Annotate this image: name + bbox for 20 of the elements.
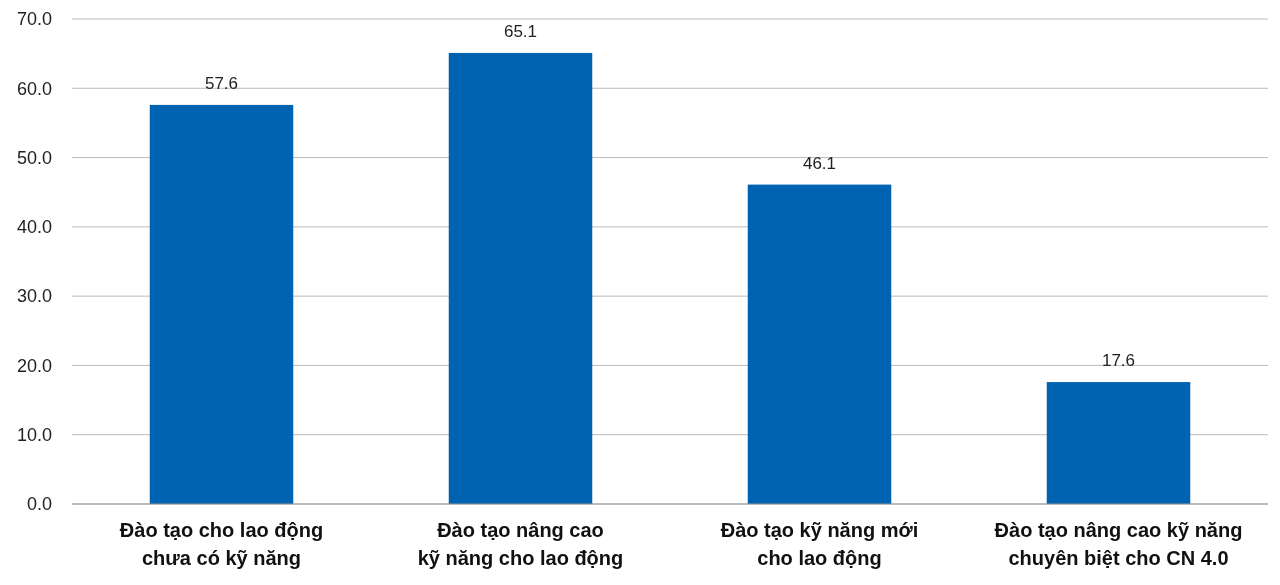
- y-tick-label: 0.0: [26, 494, 52, 515]
- data-label: 57.6: [204, 73, 239, 93]
- y-tick-label: 10.0: [16, 425, 52, 446]
- bar: [448, 52, 593, 504]
- y-tick-label: 40.0: [16, 217, 52, 238]
- y-tick-label: 20.0: [16, 355, 52, 376]
- bar: [1046, 382, 1191, 504]
- y-tick-label: 70.0: [16, 9, 52, 30]
- data-label: 17.6: [1101, 351, 1136, 371]
- x-tick-label: Đào tạo cho lao động chưa có kỹ năng: [119, 519, 324, 569]
- x-tick-label: Đào tạo nâng cao kỹ năng chuyên biệt cho CN 4.0: [994, 519, 1243, 569]
- y-tick-label: 60.0: [16, 78, 52, 99]
- x-tick-label: Đào tạo kỹ năng mới cho lao động: [720, 519, 919, 569]
- data-label: 46.1: [802, 153, 837, 173]
- data-label: 65.1: [503, 21, 538, 41]
- bar: [149, 104, 294, 504]
- y-tick-label: 30.0: [16, 286, 52, 307]
- x-tick-label: Đào tạo nâng cao kỹ năng cho lao động: [417, 519, 624, 569]
- bar: [747, 184, 892, 504]
- y-tick-label: 50.0: [16, 147, 52, 168]
